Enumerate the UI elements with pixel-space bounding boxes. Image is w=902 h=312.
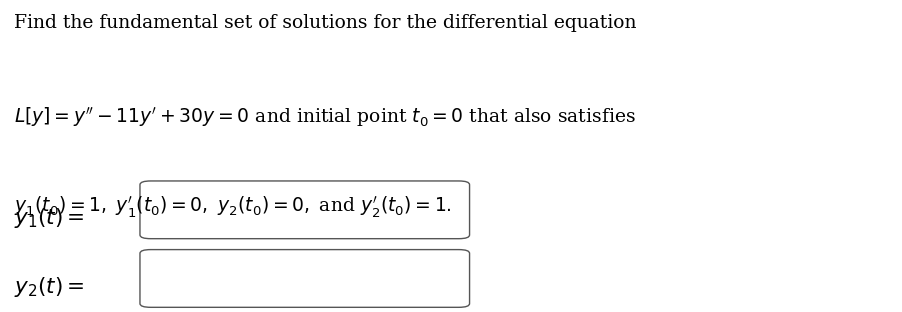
Text: $y_1(t) =$: $y_1(t) =$ <box>14 207 84 230</box>
Text: $y_1(t_0) = 1,\ y_1'(t_0) = 0,\ y_2(t_0) = 0,$ and $y_2'(t_0) = 1.$: $y_1(t_0) = 1,\ y_1'(t_0) = 0,\ y_2(t_0)… <box>14 195 451 221</box>
Text: Find the fundamental set of solutions for the differential equation: Find the fundamental set of solutions fo… <box>14 14 635 32</box>
Text: $L[y] = y'' - 11y' + 30y = 0$ and initial point $t_0 = 0$ that also satisfies: $L[y] = y'' - 11y' + 30y = 0$ and initia… <box>14 105 635 129</box>
Text: $y_2(t) =$: $y_2(t) =$ <box>14 275 84 299</box>
FancyBboxPatch shape <box>140 181 469 239</box>
FancyBboxPatch shape <box>140 250 469 307</box>
